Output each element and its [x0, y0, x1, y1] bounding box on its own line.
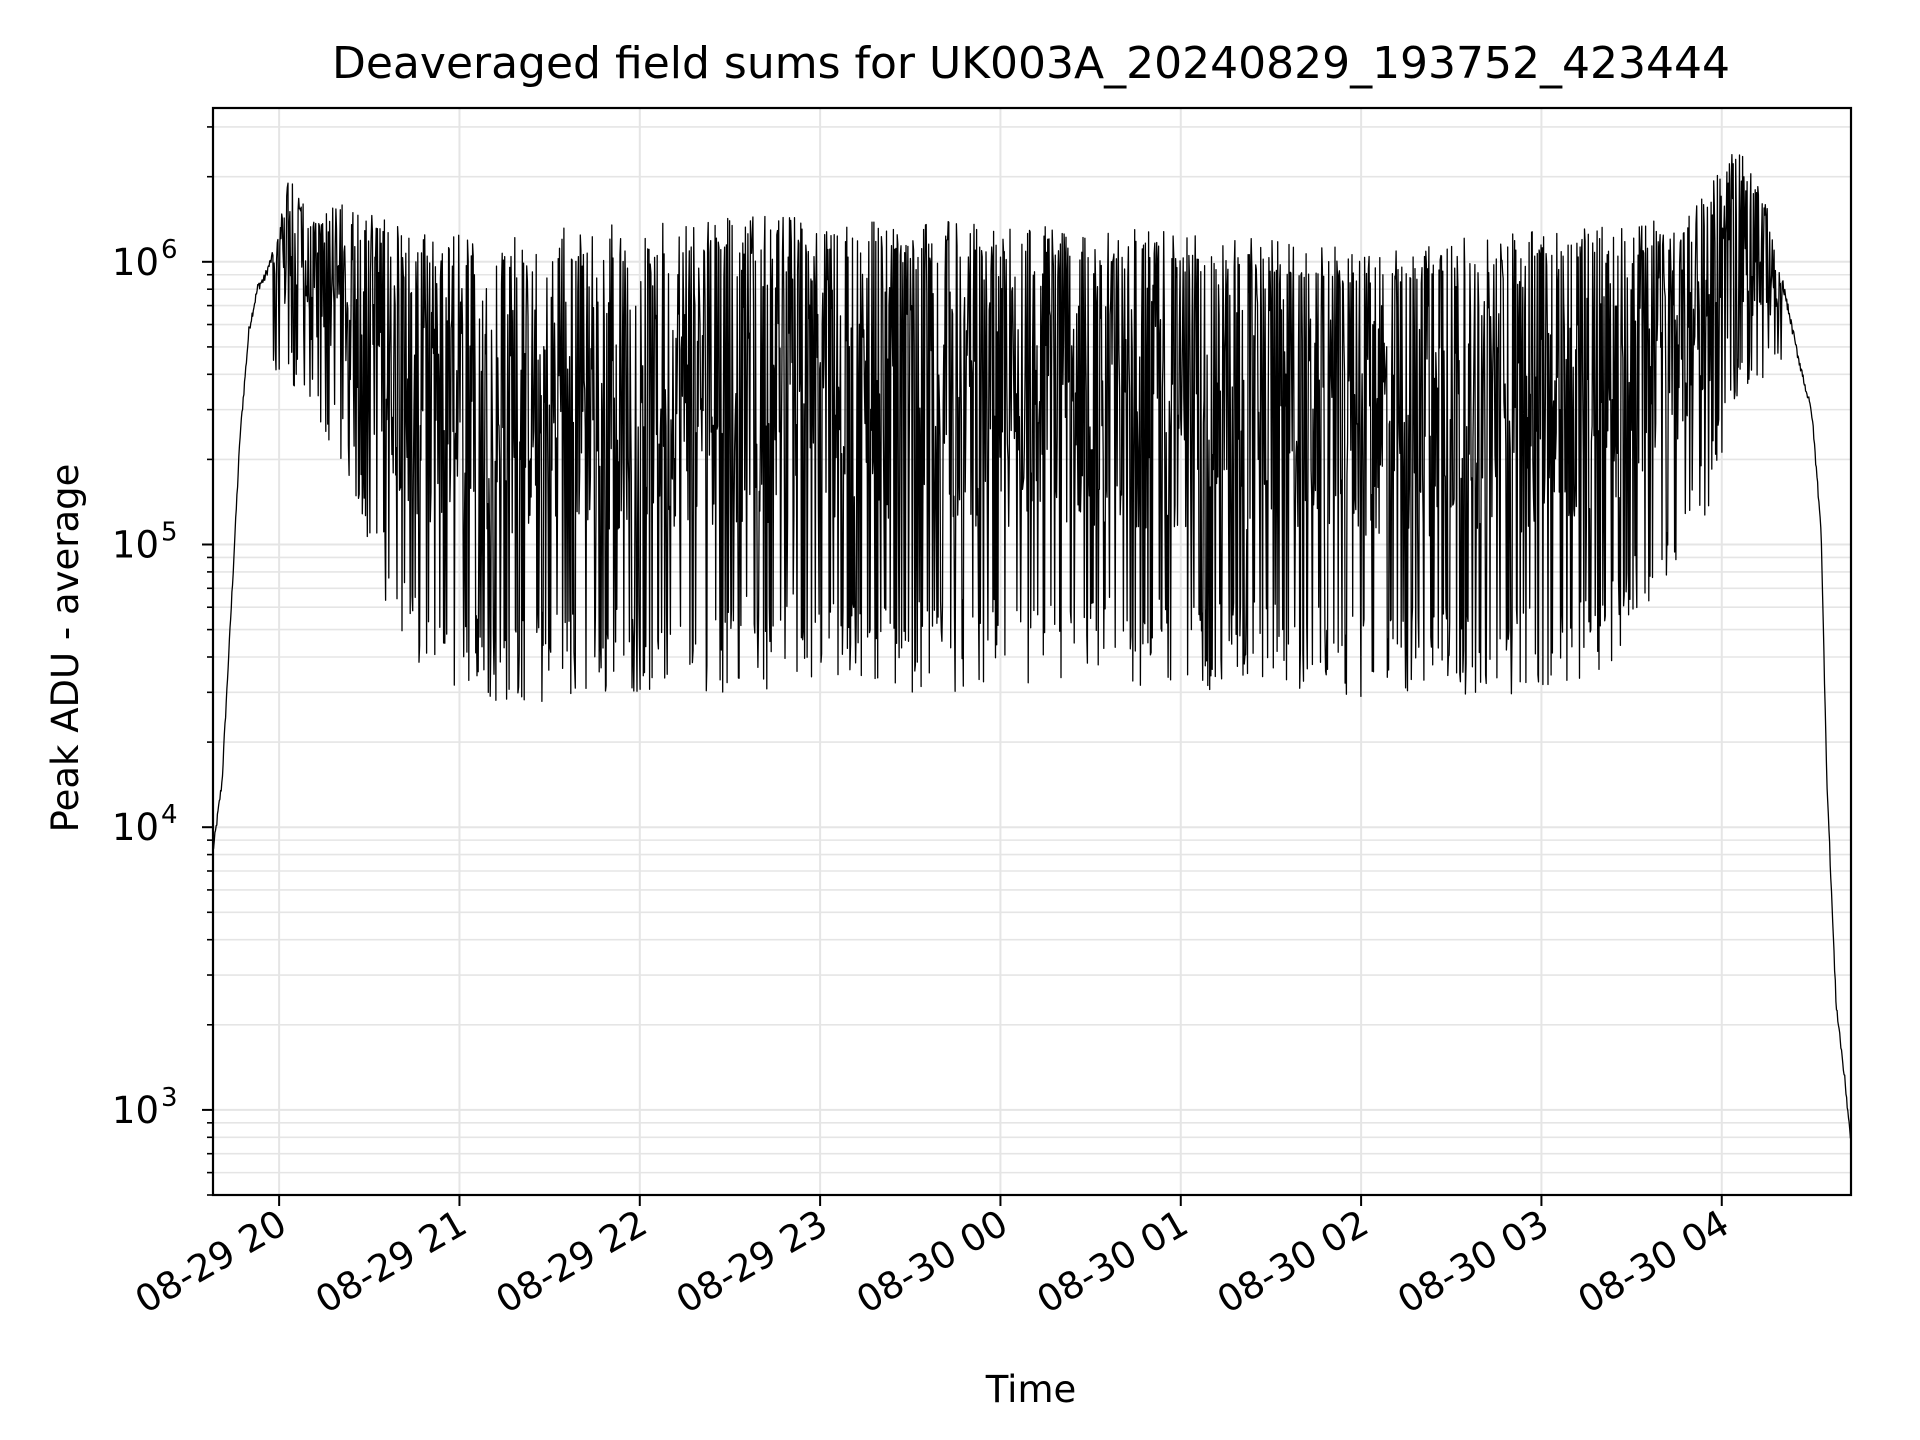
series-line: [212, 154, 1852, 1140]
y-tick-label: 10 3: [112, 1083, 178, 1132]
plot-frame: [211, 106, 1853, 1197]
y-tick-exponent: 6: [161, 235, 178, 265]
series-group: [212, 154, 1852, 1140]
y-tick-exponent: 3: [161, 1083, 178, 1113]
y-tick-label: 10 6: [112, 235, 178, 284]
y-tick-base: 10: [112, 806, 159, 849]
y-tick-label: 10 4: [112, 800, 178, 849]
y-tick-exponent: 5: [161, 518, 178, 548]
y-tick-label: 10 5: [112, 518, 178, 567]
grid-lines: [213, 108, 1851, 1196]
y-tick-base: 10: [112, 241, 159, 284]
x-axis-label: Time: [985, 1368, 1077, 1411]
y-tick-exponent: 4: [161, 800, 178, 830]
chart-title: Deaveraged field sums for UK003A_2024082…: [332, 38, 1730, 89]
y-tick-base: 10: [112, 1089, 159, 1132]
y-tick-base: 10: [112, 524, 159, 567]
y-axis-label: Peak ADU - average: [44, 464, 87, 833]
